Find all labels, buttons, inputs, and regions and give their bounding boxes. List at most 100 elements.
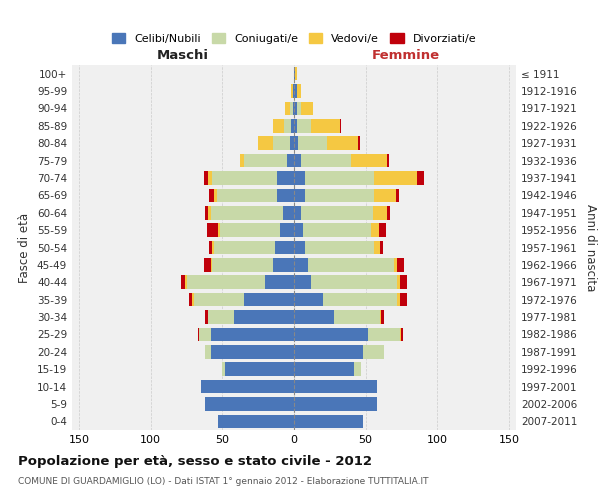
Bar (223, 362, 225, 376)
Bar (287, 154, 294, 168)
Bar (198, 328, 199, 341)
Y-axis label: Anni di nascita: Anni di nascita (584, 204, 597, 291)
Bar (185, 276, 187, 289)
Bar (206, 224, 218, 237)
Bar (208, 206, 211, 220)
Bar (295, 67, 297, 80)
Bar (334, 310, 380, 324)
Bar (294, 276, 311, 289)
Text: Femmine: Femmine (371, 48, 440, 62)
Bar (294, 397, 377, 410)
Bar (400, 328, 401, 341)
Bar (291, 84, 293, 98)
Bar (291, 119, 294, 132)
Bar (212, 240, 214, 254)
Bar (244, 154, 287, 168)
Bar (311, 276, 397, 289)
Bar (340, 119, 341, 132)
Bar (371, 224, 379, 237)
Bar (211, 206, 283, 220)
Bar (280, 224, 294, 237)
Bar (294, 84, 297, 98)
Bar (220, 224, 280, 237)
Bar (211, 328, 294, 341)
Bar (277, 171, 294, 185)
Bar (208, 171, 212, 185)
Bar (208, 310, 234, 324)
Bar (293, 84, 294, 98)
Bar (272, 119, 284, 132)
Bar (294, 380, 377, 394)
Bar (193, 293, 194, 306)
Bar (234, 310, 294, 324)
Bar (294, 206, 301, 220)
Bar (297, 119, 311, 132)
Bar (211, 258, 212, 272)
Bar (395, 188, 398, 202)
Bar (301, 206, 373, 220)
Bar (298, 136, 327, 150)
Bar (204, 171, 208, 185)
Bar (294, 188, 305, 202)
Bar (294, 119, 297, 132)
Bar (294, 310, 334, 324)
Bar (294, 258, 308, 272)
Bar (258, 136, 272, 150)
Bar (205, 206, 208, 220)
Bar (305, 188, 374, 202)
Bar (374, 240, 380, 254)
Bar (205, 397, 294, 410)
Bar (277, 188, 294, 202)
Bar (209, 188, 214, 202)
Bar (397, 293, 400, 306)
Bar (217, 188, 277, 202)
Bar (205, 345, 211, 358)
Bar (373, 206, 387, 220)
Bar (387, 154, 389, 168)
Bar (294, 240, 305, 254)
Bar (225, 362, 294, 376)
Bar (294, 171, 305, 185)
Bar (327, 136, 358, 150)
Bar (379, 224, 386, 237)
Text: Popolazione per età, sesso e stato civile - 2012: Popolazione per età, sesso e stato civil… (18, 455, 372, 468)
Bar (181, 276, 185, 289)
Y-axis label: Fasce di età: Fasce di età (19, 212, 31, 282)
Bar (397, 276, 400, 289)
Bar (294, 414, 363, 428)
Bar (283, 206, 294, 220)
Bar (297, 84, 301, 98)
Bar (294, 136, 298, 150)
Bar (380, 310, 382, 324)
Bar (201, 380, 294, 394)
Bar (239, 154, 244, 168)
Bar (214, 188, 217, 202)
Bar (397, 258, 404, 272)
Bar (275, 240, 294, 254)
Bar (358, 136, 360, 150)
Bar (382, 310, 384, 324)
Bar (272, 258, 294, 272)
Bar (305, 240, 374, 254)
Bar (187, 276, 265, 289)
Bar (204, 258, 211, 272)
Bar (400, 293, 407, 306)
Bar (387, 206, 390, 220)
Bar (218, 224, 220, 237)
Bar (290, 136, 294, 150)
Bar (323, 293, 397, 306)
Bar (311, 119, 340, 132)
Bar (205, 310, 208, 324)
Bar (301, 154, 351, 168)
Bar (417, 171, 424, 185)
Bar (199, 328, 211, 341)
Bar (305, 171, 374, 185)
Bar (374, 188, 395, 202)
Bar (294, 224, 302, 237)
Bar (293, 102, 294, 115)
Bar (400, 276, 407, 289)
Bar (212, 171, 277, 185)
Bar (394, 258, 397, 272)
Bar (290, 102, 293, 115)
Bar (211, 345, 294, 358)
